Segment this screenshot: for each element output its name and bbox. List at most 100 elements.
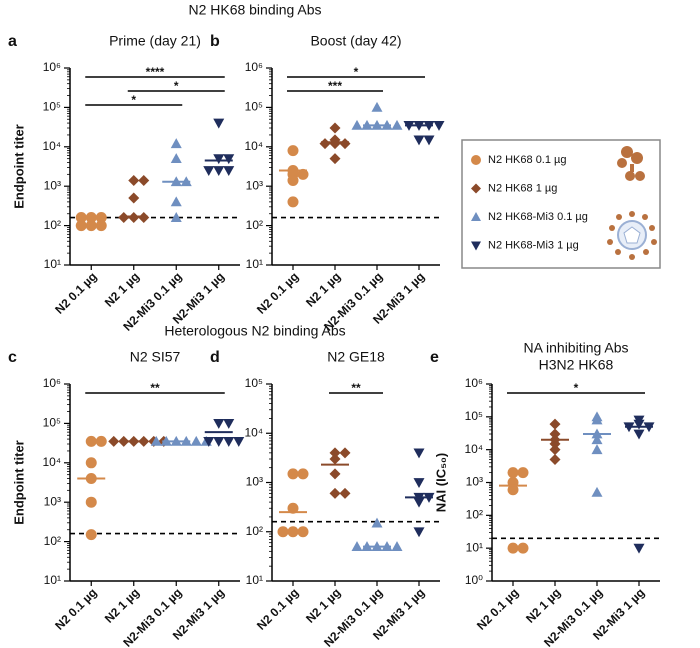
y-tick-label: 10¹ xyxy=(44,573,61,587)
y-tick-label: 10⁵ xyxy=(245,100,263,114)
data-point xyxy=(433,120,445,131)
data-point xyxy=(287,526,299,538)
data-point xyxy=(371,101,383,112)
data-point xyxy=(507,484,519,496)
y-tick-label: 10³ xyxy=(246,475,263,489)
y-tick-label: 10⁴ xyxy=(42,455,61,469)
chart-title: NA inhibiting Abs xyxy=(523,340,628,356)
y-tick-label: 10² xyxy=(44,218,61,232)
panel-letter: a xyxy=(8,33,17,50)
x-tick-label: N2 1 µg xyxy=(303,269,343,309)
data-point xyxy=(138,212,150,224)
x-tick-label: N2 0.1 µg xyxy=(254,269,301,316)
y-tick-label: 10⁴ xyxy=(244,139,263,153)
data-point xyxy=(413,497,425,508)
data-point xyxy=(329,138,341,150)
data-point xyxy=(213,154,225,165)
x-tick-label: N2 0.1 µg xyxy=(254,585,301,632)
significance-label: ** xyxy=(150,381,160,395)
y-axis-label: Endpoint titer xyxy=(11,124,26,209)
panel-letter: e xyxy=(430,349,439,366)
data-point xyxy=(223,166,235,177)
data-point xyxy=(75,220,87,232)
panel-letter: b xyxy=(210,33,220,50)
data-point xyxy=(287,502,299,514)
y-axis-label: NAI (IC₅₀) xyxy=(433,453,448,512)
chart-title: N2 SI57 xyxy=(130,349,181,365)
x-tick-label: N2 0.1 µg xyxy=(474,585,521,632)
data-point xyxy=(329,122,341,134)
y-tick-label: 10⁴ xyxy=(464,442,483,456)
data-point xyxy=(297,526,309,538)
data-point xyxy=(371,517,383,528)
y-tick-label: 10⁵ xyxy=(245,376,263,390)
data-point xyxy=(128,212,140,224)
data-point xyxy=(233,436,245,447)
panel-letter: d xyxy=(210,349,220,366)
significance-label: * xyxy=(131,93,136,107)
data-point xyxy=(95,435,107,447)
data-point xyxy=(213,419,225,429)
data-point xyxy=(319,138,331,150)
x-tick-label: N2 1 µg xyxy=(102,585,142,625)
data-point xyxy=(118,212,130,224)
data-point xyxy=(213,166,225,177)
y-tick-label: 10³ xyxy=(44,494,61,508)
data-point xyxy=(329,153,341,165)
data-point xyxy=(549,428,561,440)
data-point xyxy=(203,436,215,447)
data-point xyxy=(423,135,435,146)
data-point xyxy=(351,119,363,130)
data-point xyxy=(213,118,225,129)
data-point xyxy=(150,435,162,446)
data-point xyxy=(108,435,120,447)
y-axis-label: Endpoint titer xyxy=(11,440,26,525)
data-point xyxy=(351,541,363,551)
y-tick-label: 10² xyxy=(246,218,263,232)
y-tick-label: 10⁶ xyxy=(465,376,483,390)
data-point xyxy=(287,174,299,186)
data-point xyxy=(223,436,235,447)
data-point xyxy=(138,174,150,186)
data-point xyxy=(277,526,289,538)
data-point xyxy=(413,527,425,538)
data-point xyxy=(203,166,215,177)
significance-label: * xyxy=(354,65,359,79)
legend-marker xyxy=(471,155,481,165)
data-point xyxy=(391,119,403,130)
y-tick-label: 10² xyxy=(44,534,61,548)
y-tick-label: 10⁰ xyxy=(465,573,483,587)
data-point xyxy=(633,543,645,554)
data-point xyxy=(85,529,97,541)
data-point xyxy=(297,168,309,180)
data-point xyxy=(213,436,225,447)
data-point xyxy=(85,496,97,508)
data-point xyxy=(549,438,561,450)
data-point xyxy=(170,153,182,164)
data-point xyxy=(128,174,140,186)
data-point xyxy=(591,434,603,445)
legend-label: N2 HK68-Mi3 0.1 µg xyxy=(488,211,588,223)
data-point xyxy=(507,542,519,554)
chart-subtitle: H3N2 HK68 xyxy=(539,357,614,373)
data-point xyxy=(339,487,351,499)
data-point xyxy=(95,220,107,232)
data-point xyxy=(329,468,341,480)
data-point xyxy=(329,453,341,465)
data-point xyxy=(549,444,561,456)
data-point xyxy=(329,487,341,499)
significance-label: ** xyxy=(351,381,361,395)
data-point xyxy=(391,541,403,551)
y-tick-label: 10⁵ xyxy=(465,409,483,423)
legend-label: N2 HK68 1 µg xyxy=(488,182,557,194)
data-point xyxy=(507,467,519,479)
x-tick-label: N2 1 µg xyxy=(102,269,142,309)
y-tick-label: 10⁴ xyxy=(244,425,263,439)
chart-title: Boost (day 42) xyxy=(310,33,401,49)
y-tick-label: 10⁴ xyxy=(42,139,61,153)
data-point xyxy=(297,468,309,480)
y-tick-label: 10² xyxy=(466,508,483,522)
data-point xyxy=(190,435,202,446)
data-point xyxy=(339,138,351,150)
